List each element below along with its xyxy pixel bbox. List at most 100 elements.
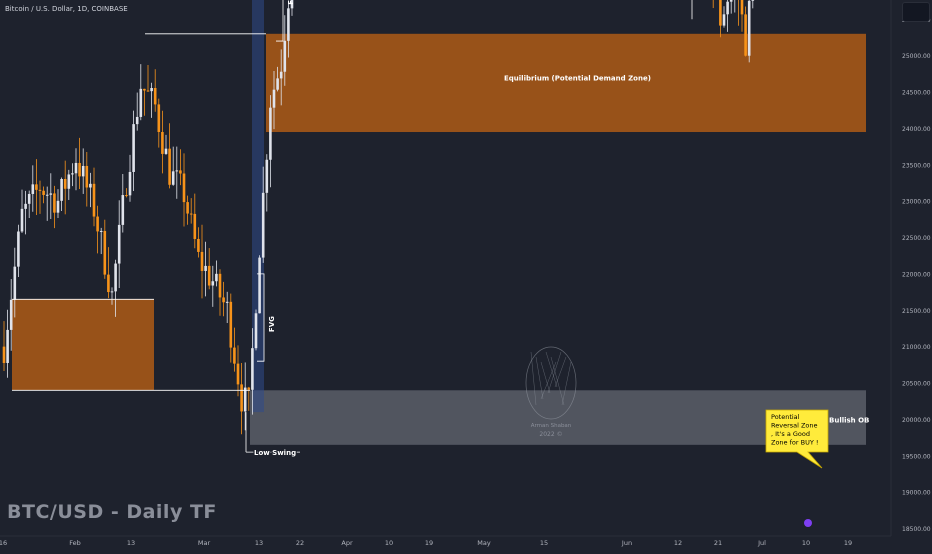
x-tick-label: 15: [540, 539, 548, 547]
candle-body: [135, 116, 139, 125]
brain-line: [554, 356, 567, 388]
bullish-ob-label: Bullish OB: [829, 416, 869, 424]
y-tick-label: 23000.00: [902, 199, 931, 206]
x-tick-label: 16: [0, 539, 7, 547]
candle-body: [215, 273, 218, 282]
candle-body: [125, 195, 128, 197]
candle-body: [751, 0, 755, 1]
x-tick-label: 19: [844, 539, 852, 547]
x-tick-label: 13: [127, 539, 135, 547]
candle-body: [89, 183, 92, 188]
candle-body: [6, 329, 9, 363]
candle-body: [85, 165, 89, 188]
candle-body: [747, 0, 751, 56]
fvg-upper-bracket: [276, 0, 284, 42]
candle-body: [17, 231, 20, 267]
candle-body: [107, 274, 110, 293]
candle-body: [251, 348, 254, 390]
y-tick-label: 18500.00: [902, 526, 931, 533]
brain-line: [540, 361, 551, 394]
callout-text: Reversal Zone: [771, 422, 818, 430]
y-tick-label: 20500.00: [902, 381, 931, 388]
brain-line: [545, 351, 558, 388]
x-tick-label: 21: [714, 539, 722, 547]
author-year: 2022 ©: [539, 431, 562, 438]
callout-text: Potential: [771, 413, 800, 421]
candle-body: [729, 0, 733, 2]
candle-body: [13, 266, 17, 300]
candle-body: [114, 263, 117, 292]
top-right-button[interactable]: [902, 2, 930, 22]
candle-body: [233, 347, 236, 364]
candle-body: [222, 297, 225, 303]
y-tick-label: 24500.00: [902, 90, 931, 97]
y-tick-label: 19000.00: [902, 490, 931, 497]
price-axis-bg: [891, 0, 932, 550]
candle-body: [269, 107, 272, 160]
candle-body: [78, 162, 81, 177]
candle-body: [243, 387, 247, 412]
brain-line: [547, 351, 562, 394]
annotations-layer: Swing HighBearish OBSupply LevelCHoCHBMS…: [12, 0, 869, 469]
brain-logo: [525, 346, 577, 420]
candle-body: [276, 78, 279, 90]
candle-body: [24, 203, 27, 209]
watermark-title: BTC/USD - Daily TF: [7, 501, 217, 523]
candle-body: [71, 173, 74, 175]
brain-line: [540, 361, 557, 400]
x-tick-label: Jun: [621, 539, 632, 547]
y-tick-label: 21500.00: [902, 308, 931, 315]
candle-body: [110, 291, 114, 293]
candle-body: [179, 170, 182, 174]
lightning-icon: [804, 519, 812, 527]
brain-line: [561, 361, 572, 406]
candle-body: [211, 281, 215, 286]
candle-body: [247, 387, 251, 390]
candle-body: [240, 384, 243, 412]
candle-body: [726, 1, 729, 15]
callout-text: Zone for BUY !: [771, 439, 818, 447]
candle-body: [20, 208, 24, 232]
left-demand-zone: [12, 299, 154, 391]
candle-body: [218, 273, 222, 298]
candle-body: [139, 88, 143, 117]
candle-body: [254, 313, 258, 349]
fvg-upper-label: FVG: [287, 0, 295, 5]
brain-line: [535, 356, 544, 400]
candle-body: [121, 195, 125, 225]
candle-body: [722, 14, 726, 26]
candle-body: [157, 104, 161, 132]
candle-body: [287, 8, 290, 41]
candle-body: [204, 265, 207, 271]
x-tick-label: May: [477, 539, 491, 547]
candle-body: [265, 159, 269, 193]
candle-body: [117, 224, 121, 264]
equilibrium-zone: [266, 33, 866, 133]
candle-body: [45, 194, 49, 196]
candle-body: [283, 40, 287, 72]
candle-body: [225, 301, 229, 303]
candle-body: [200, 251, 204, 271]
y-tick-label: 19500.00: [902, 453, 931, 460]
candle-body: [63, 179, 67, 189]
candle-body: [42, 190, 45, 195]
candle-body: [49, 193, 53, 195]
candle-body: [2, 346, 6, 363]
candle-body: [132, 124, 135, 172]
callout-text: , It's a Good: [771, 430, 810, 438]
x-tick-label: Apr: [341, 539, 353, 547]
fvg-lower-label: FVG: [268, 316, 276, 332]
x-tick-label: Jul: [757, 539, 766, 547]
candle-body: [31, 184, 35, 194]
candle-body: [207, 265, 211, 286]
candle-body: [182, 173, 186, 203]
reversal-callout: [765, 409, 829, 469]
candle-body: [96, 216, 99, 232]
brain-line: [550, 356, 565, 406]
symbol-title: Bitcoin / U.S. Dollar, 1D, COINBASE: [5, 5, 128, 13]
candle-body: [56, 200, 60, 213]
candle-body: [258, 257, 261, 314]
x-tick-label: 19: [425, 539, 433, 547]
